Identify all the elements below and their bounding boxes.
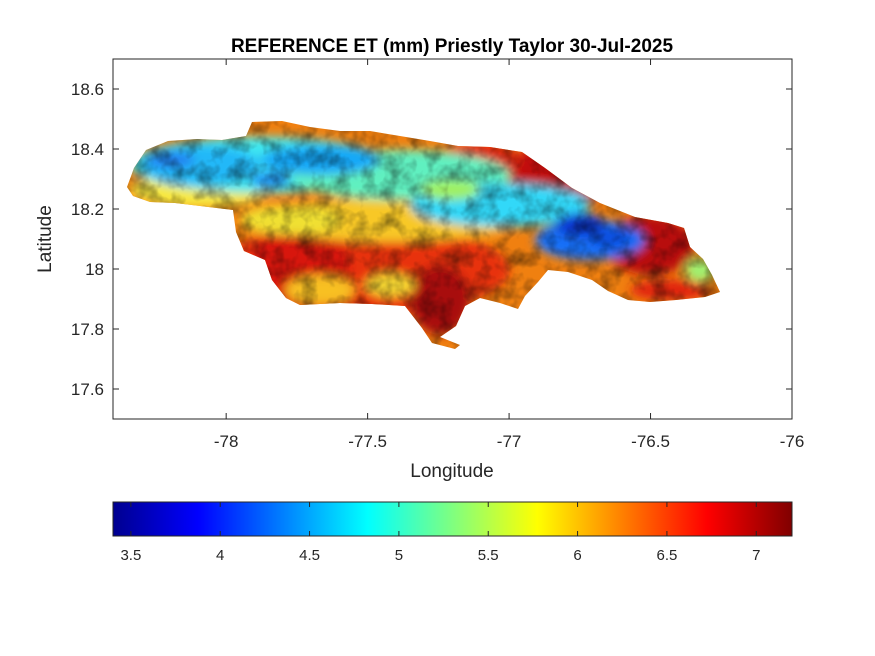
y-tick-label: 18 [85, 260, 104, 279]
y-tick-label: 17.6 [71, 380, 104, 399]
x-axis-ticks: -78 -77.5 -77 -76.5 -76 [214, 59, 804, 451]
x-tick-label: -76 [780, 432, 805, 451]
colorbar-tick-label: 6 [573, 547, 581, 564]
x-axis-label: Longitude [410, 461, 493, 482]
colorbar-ticks: 3.5 4 4.5 5 5.5 6 6.5 7 [120, 502, 760, 564]
x-tick-label: -77 [497, 432, 522, 451]
colorbar-tick-label: 5 [395, 547, 403, 564]
y-tick-label: 18.6 [71, 80, 104, 99]
colorbar-tick-label: 7 [752, 547, 760, 564]
y-axis-ticks: 17.6 17.8 18 18.2 18.4 18.6 [71, 80, 792, 399]
x-tick-label: -77.5 [348, 432, 387, 451]
colorbar-tick-label: 4.5 [299, 547, 320, 564]
colorbar-tick-label: 4 [216, 547, 224, 564]
y-tick-label: 18.2 [71, 200, 104, 219]
colorbar-tick-label: 6.5 [656, 547, 677, 564]
x-tick-label: -76.5 [631, 432, 670, 451]
y-axis-label: Latitude [35, 205, 56, 273]
colorbar-tick-label: 5.5 [478, 547, 499, 564]
x-tick-label: -78 [214, 432, 239, 451]
colorbar-tick-label: 3.5 [120, 547, 141, 564]
colorbar [112, 501, 793, 537]
y-tick-label: 17.8 [71, 320, 104, 339]
chart-title: REFERENCE ET (mm) Priestly Taylor 30-Jul… [231, 36, 673, 57]
y-tick-label: 18.4 [71, 140, 104, 159]
